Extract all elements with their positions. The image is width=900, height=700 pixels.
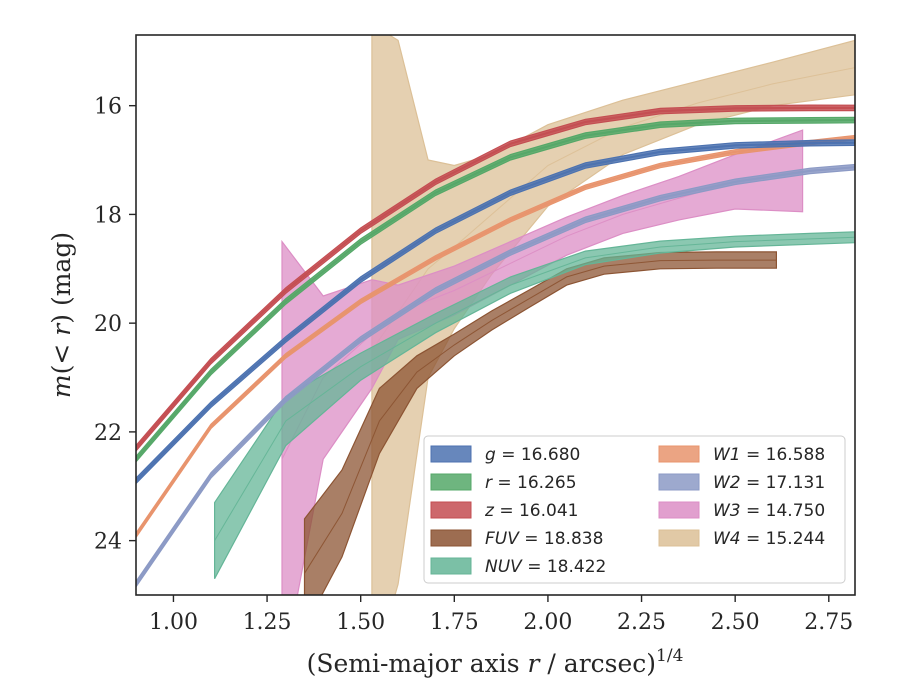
x-tick-label: 1.25 bbox=[243, 610, 292, 635]
legend-swatch-nuv bbox=[430, 557, 472, 575]
y-axis-label: m(< r) (mag) bbox=[47, 232, 76, 398]
series-w2-line bbox=[136, 166, 855, 585]
legend-box bbox=[423, 435, 846, 584]
x-tick-label: 1.50 bbox=[336, 610, 385, 635]
legend-label-fuv: FUV = 18.838 bbox=[485, 529, 603, 549]
y-axis: 16 18 20 22 24 bbox=[94, 95, 136, 555]
legend-label-w3: W3 = 14.750 bbox=[713, 501, 825, 521]
x-axis-label: (Semi-major axis r / arcsec)1/4 bbox=[307, 646, 684, 678]
x-tick-label: 2.00 bbox=[523, 610, 572, 635]
series-w1-line bbox=[136, 136, 855, 536]
legend-label-z: z = 16.041 bbox=[484, 501, 578, 521]
x-tick-label: 1.75 bbox=[430, 610, 479, 635]
legend: g = 16.680 r = 16.265 z = 16.041 FUV = 18.8… bbox=[423, 435, 846, 584]
legend-label-r: r = 16.265 bbox=[485, 473, 577, 493]
series-nuv-area bbox=[214, 231, 855, 579]
legend-label-g: g = 16.680 bbox=[485, 445, 580, 465]
legend-label-w1: W1 = 16.588 bbox=[713, 445, 825, 465]
y-tick-label: 18 bbox=[94, 203, 122, 228]
series-fuv-area bbox=[303, 251, 778, 595]
series-g-area bbox=[136, 139, 855, 485]
series-z-area bbox=[136, 104, 855, 452]
legend-swatch-g bbox=[430, 445, 472, 463]
series-r-area bbox=[136, 116, 855, 463]
x-tick-label: 2.25 bbox=[617, 610, 666, 635]
legend-label-w4: W4 = 15.244 bbox=[713, 529, 825, 549]
x-tick-label: 2.75 bbox=[804, 610, 853, 635]
x-axis: 1.00 1.25 1.50 1.75 2.00 2.25 2.50 2.75 bbox=[149, 595, 853, 635]
y-tick-label: 20 bbox=[94, 312, 122, 337]
series-r-line bbox=[136, 119, 855, 460]
x-tick-label: 2.50 bbox=[711, 610, 760, 635]
legend-swatch-w2 bbox=[658, 473, 700, 491]
legend-swatch-r bbox=[430, 473, 472, 491]
legend-swatch-w4 bbox=[658, 529, 700, 547]
series-w2-area bbox=[136, 163, 855, 588]
series-g-line bbox=[136, 141, 855, 482]
x-tick-label: 1.00 bbox=[149, 610, 198, 635]
series-nuv-line bbox=[214, 236, 855, 541]
plot-frame bbox=[135, 34, 856, 596]
legend-swatch-z bbox=[430, 501, 472, 519]
series-fuv-line bbox=[304, 259, 777, 574]
plot-area bbox=[136, 35, 855, 595]
series-w1-area bbox=[136, 134, 855, 539]
legend-label-w2: W2 = 17.131 bbox=[713, 473, 825, 493]
series-z-line bbox=[136, 106, 855, 449]
legend-label-nuv: NUV = 18.422 bbox=[485, 557, 606, 577]
y-tick-label: 16 bbox=[94, 95, 122, 120]
legend-swatch-w3 bbox=[658, 501, 700, 519]
legend-swatch-w1 bbox=[658, 445, 700, 463]
y-tick-label: 24 bbox=[94, 530, 122, 555]
y-tick-label: 22 bbox=[94, 421, 122, 446]
legend-swatch-fuv bbox=[430, 529, 472, 547]
